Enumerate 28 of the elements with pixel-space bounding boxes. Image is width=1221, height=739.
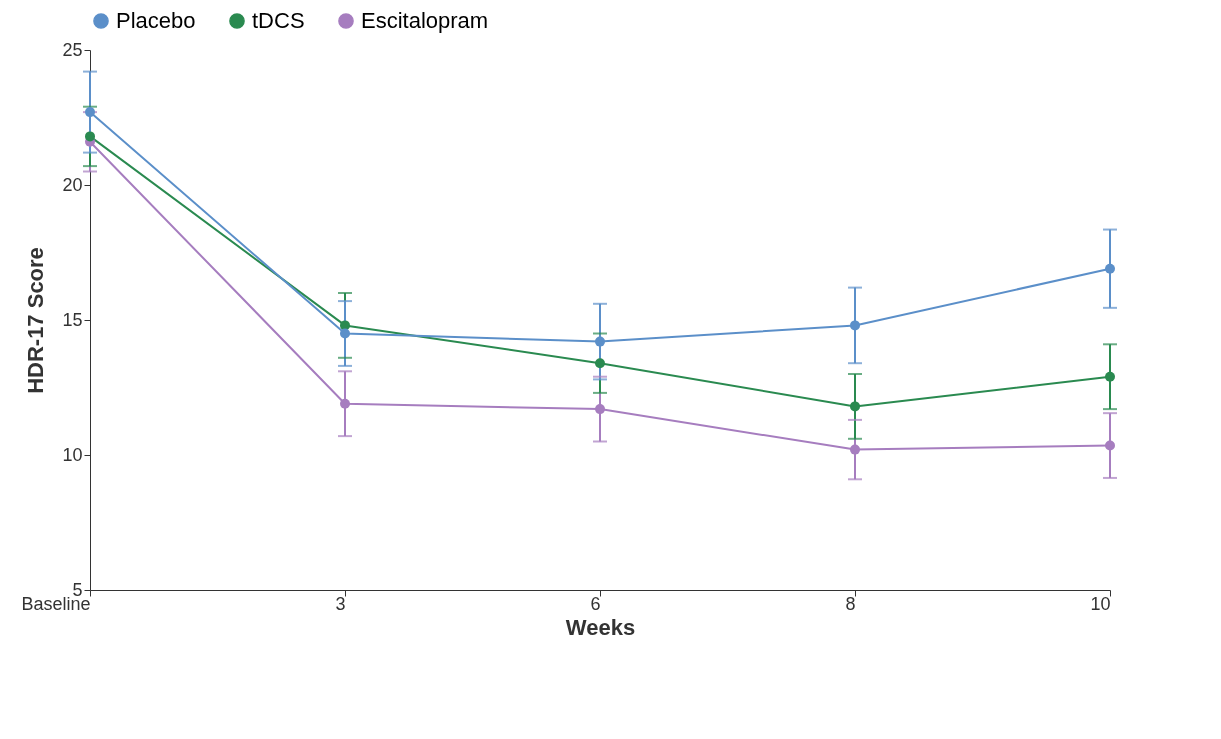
point <box>850 320 860 331</box>
point <box>340 328 350 339</box>
point <box>595 404 605 415</box>
x-tick-label: 10 <box>1090 593 1111 614</box>
legend-label: Placebo <box>116 8 196 33</box>
y-tick-label: 10 <box>62 444 83 465</box>
x-axis-title: Weeks <box>565 614 636 640</box>
point <box>340 320 350 331</box>
point <box>1105 371 1115 382</box>
y-tick-label: 25 <box>62 39 83 60</box>
y-axis-title: HDR-17 Score <box>23 247 49 394</box>
y-tick-label: 15 <box>62 309 83 330</box>
y-tick-label: 5 <box>72 579 83 600</box>
legend-label: Escitalopram <box>361 8 489 33</box>
point <box>85 131 95 142</box>
point <box>85 107 95 118</box>
y-tick-label: 20 <box>62 174 83 195</box>
point <box>850 401 860 412</box>
x-tick-label: 3 <box>335 593 346 614</box>
x-tick-label: 6 <box>590 593 601 614</box>
x-tick-label: 8 <box>845 593 856 614</box>
point <box>850 444 860 455</box>
point <box>340 398 350 409</box>
point <box>1105 263 1115 274</box>
point <box>595 336 605 347</box>
legend-label: tDCS <box>252 8 305 33</box>
point <box>1105 440 1115 451</box>
point <box>595 358 605 369</box>
